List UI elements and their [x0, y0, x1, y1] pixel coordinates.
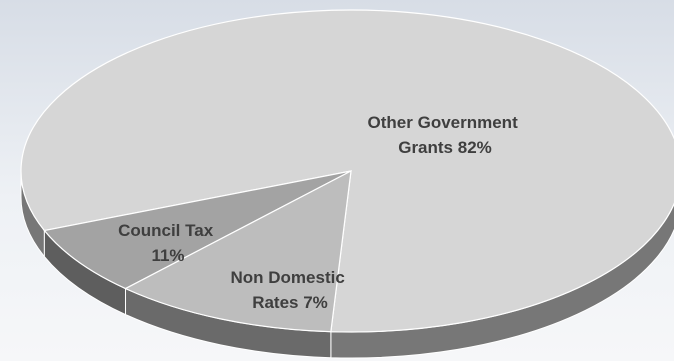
- label-line: 11%: [151, 246, 184, 265]
- label-line: Non Domestic: [230, 268, 344, 287]
- label-line: Council Tax: [118, 221, 214, 240]
- label-line: Other Government: [368, 113, 519, 132]
- slice-council-tax: [124, 169, 352, 333]
- label-line: Grants 82%: [398, 138, 492, 157]
- label-non-domestic-rates: Non Domestic Rates 7%: [230, 268, 349, 312]
- label-line: Rates 7%: [252, 293, 328, 312]
- pie-tops: [20, 9, 674, 333]
- pie-labels: Other Government Grants 82% Non Domestic…: [118, 113, 523, 312]
- label-other-government-grants: Other Government Grants 82%: [368, 113, 523, 157]
- slice-non-domestic-rates: [43, 170, 352, 290]
- slice-other-government-grants: [20, 9, 674, 333]
- label-council-tax: Council Tax 11%: [118, 221, 218, 265]
